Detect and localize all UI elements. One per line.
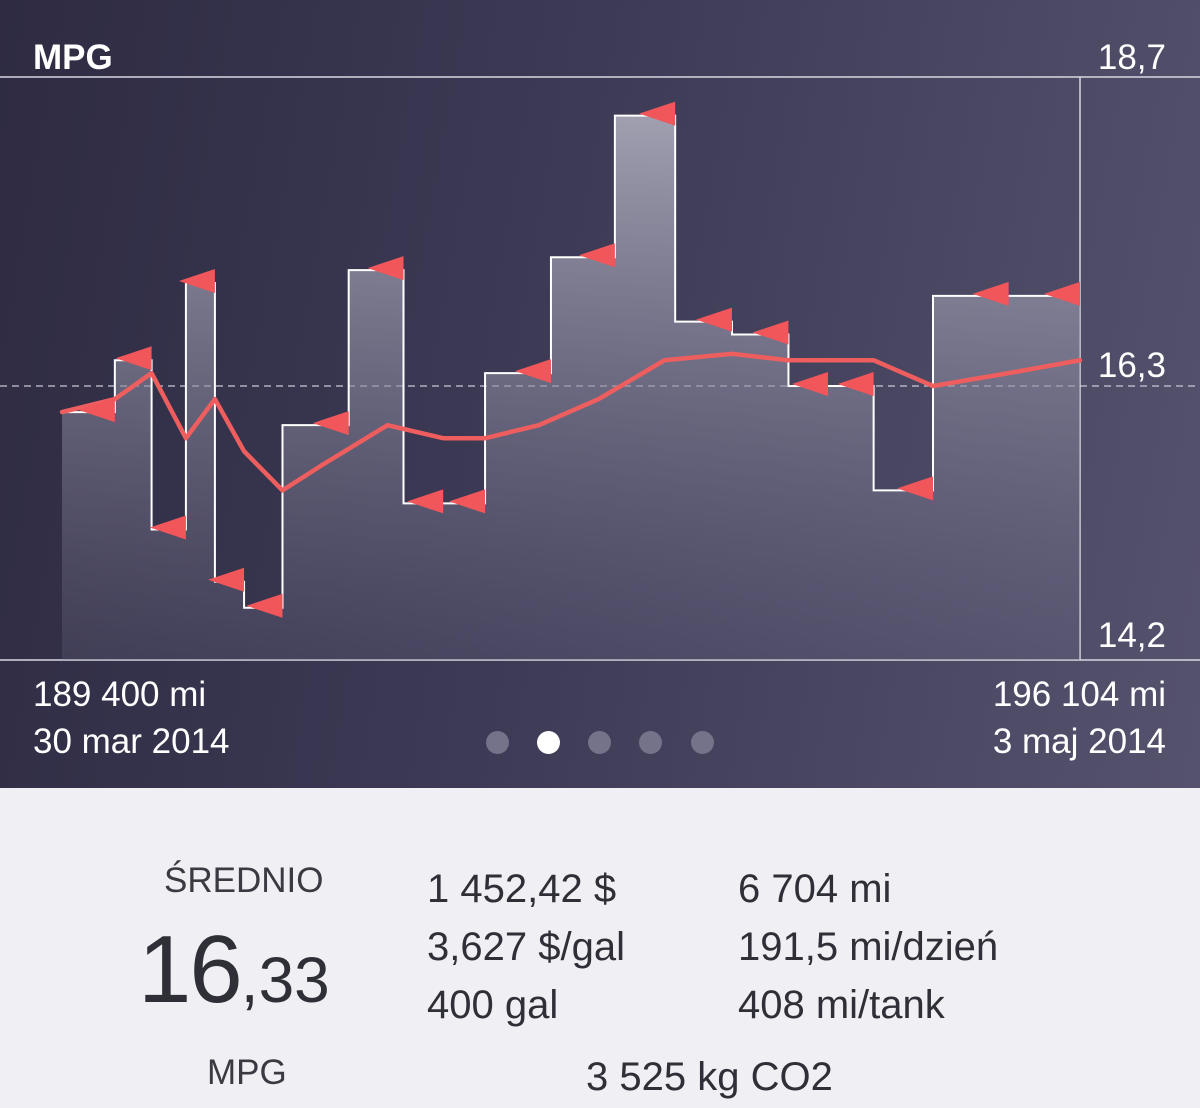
fillup-marker [1044,281,1080,306]
fillup-marker [367,256,404,281]
price-per-gallon: 3,627 $/gal [427,925,625,969]
distance-per-tank: 408 mi/tank [738,983,945,1027]
fillup-marker [208,567,245,592]
fillup-marker [178,269,215,293]
co2-emissions: 3 525 kg CO2 [586,1055,833,1099]
page-dot-3[interactable] [588,731,611,754]
total-cost: 1 452,42 $ [427,867,617,911]
mpg-area-fill [62,115,1080,660]
page-dot-2[interactable] [537,731,560,754]
fillup-marker [695,307,732,332]
fillup-marker [246,593,283,618]
fillup-marker [312,411,349,436]
fillup-marker [578,243,615,268]
average-label: ŚREDNIO [164,861,324,900]
y-tick-max: 18,7 [1097,38,1166,77]
running-average-line [59,351,1083,493]
mpg-chart[interactable] [0,0,1200,788]
fillup-marker [149,515,186,540]
fillup-marker [752,320,789,345]
total-distance: 6 704 mi [738,867,892,911]
average-value: 16,33 [138,918,330,1032]
x-end-date: 3 maj 2014 [992,722,1166,761]
fillup-marker [407,489,444,514]
fillup-marker [972,281,1009,306]
y-tick-min: 14,2 [1097,616,1166,655]
average-fraction: ,33 [240,944,330,1016]
stats-panel: ŚREDNIO 16,33 MPG 1 452,42 $ 3,627 $/gal… [0,788,1200,1108]
chart-title: MPG [33,38,113,77]
page-dot-4[interactable] [639,731,662,754]
total-volume: 400 gal [427,983,559,1027]
x-start-odometer: 189 400 mi [33,675,207,714]
fillup-marker [449,489,486,514]
fillup-marker [897,476,934,501]
fillup-marker [639,101,676,126]
page-dot-5[interactable] [691,731,714,754]
fillup-marker [837,372,874,396]
fillup-marker [791,372,828,396]
y-tick-average: 16,3 [1097,346,1166,385]
fillup-marker [78,398,115,423]
fillup-marker [514,359,551,384]
x-end-odometer: 196 104 mi [992,675,1166,714]
average-whole: 16 [138,916,243,1023]
average-unit: MPG [207,1053,287,1092]
fillup-marker [115,346,152,371]
x-start-date: 30 mar 2014 [33,722,230,761]
daily-distance: 191,5 mi/dzień [738,925,999,969]
page-dot-1[interactable] [486,731,509,754]
chart-panel[interactable]: MPG 18,7 16,3 14,2 189 400 mi 30 mar 201… [0,0,1200,788]
